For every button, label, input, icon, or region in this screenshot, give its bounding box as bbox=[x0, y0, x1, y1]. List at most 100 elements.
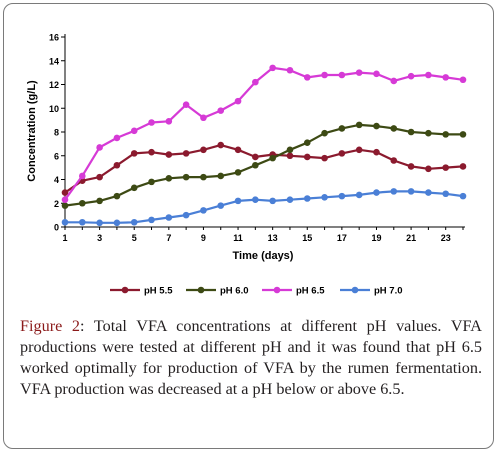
data-point bbox=[217, 202, 225, 209]
data-point bbox=[321, 129, 328, 137]
data-point bbox=[407, 128, 415, 136]
caption-label: Figure 2 bbox=[20, 317, 81, 335]
data-point bbox=[355, 146, 363, 154]
data-point bbox=[182, 173, 190, 181]
y-tick-label: 12 bbox=[49, 80, 59, 90]
data-point bbox=[130, 150, 138, 157]
series-line bbox=[64, 144, 464, 194]
legend-swatch-marker bbox=[121, 286, 129, 294]
data-point bbox=[234, 97, 242, 105]
data-point bbox=[61, 196, 69, 203]
data-point bbox=[130, 218, 138, 226]
data-point bbox=[390, 157, 398, 164]
data-point bbox=[130, 127, 138, 135]
data-point bbox=[442, 190, 449, 198]
data-point bbox=[200, 146, 207, 154]
y-tick-label: 4 bbox=[54, 175, 59, 185]
x-tick-label: 17 bbox=[337, 233, 347, 243]
data-point bbox=[200, 173, 207, 181]
data-point bbox=[407, 163, 415, 170]
data-point bbox=[338, 71, 346, 79]
x-tick-label: 1 bbox=[62, 233, 67, 243]
data-point bbox=[355, 69, 363, 76]
data-point bbox=[96, 219, 103, 227]
caption-text: : Total VFA concentrations at different … bbox=[20, 317, 483, 398]
x-tick-label: 13 bbox=[268, 233, 278, 243]
data-point bbox=[96, 173, 103, 181]
data-point bbox=[425, 71, 432, 79]
data-point bbox=[165, 175, 173, 182]
data-point bbox=[252, 78, 259, 86]
data-point bbox=[269, 154, 276, 162]
x-tick-label: 23 bbox=[441, 233, 451, 243]
data-point bbox=[200, 207, 207, 214]
data-point bbox=[459, 76, 467, 84]
y-tick-label: 8 bbox=[54, 128, 59, 138]
data-point bbox=[390, 125, 398, 132]
series-line bbox=[64, 66, 464, 201]
data-point bbox=[355, 121, 363, 129]
data-point bbox=[321, 71, 328, 79]
data-point bbox=[79, 218, 86, 226]
legend-label: pH 7.0 bbox=[374, 286, 403, 297]
data-point bbox=[373, 70, 380, 78]
y-tick-label: 0 bbox=[54, 223, 59, 233]
data-point bbox=[303, 195, 311, 202]
figure-caption: Figure 2: Total VFA concentrations at di… bbox=[20, 316, 482, 400]
data-point bbox=[373, 148, 380, 156]
data-point bbox=[338, 192, 346, 200]
data-point bbox=[407, 188, 415, 195]
data-point bbox=[113, 219, 121, 227]
x-tick-label: 19 bbox=[371, 233, 381, 243]
data-point bbox=[130, 184, 138, 192]
y-tick-label: 10 bbox=[49, 104, 59, 114]
data-point bbox=[217, 141, 225, 149]
data-point bbox=[459, 163, 467, 170]
chart-series bbox=[61, 64, 467, 227]
data-point bbox=[234, 146, 242, 154]
y-tick-label: 14 bbox=[49, 56, 59, 66]
x-tick-label: 7 bbox=[166, 233, 171, 243]
data-point bbox=[61, 218, 69, 226]
legend-swatch-marker bbox=[351, 286, 359, 294]
data-point bbox=[252, 196, 259, 203]
x-tick-label: 5 bbox=[132, 233, 137, 243]
data-point bbox=[113, 161, 121, 169]
data-point bbox=[182, 150, 190, 157]
data-point bbox=[79, 172, 86, 180]
data-point bbox=[252, 153, 259, 161]
data-point bbox=[286, 152, 294, 160]
data-point bbox=[286, 66, 294, 74]
x-tick-label: 15 bbox=[302, 233, 312, 243]
data-point bbox=[96, 197, 103, 205]
data-point bbox=[165, 118, 173, 125]
data-point bbox=[234, 169, 242, 176]
data-point bbox=[373, 189, 380, 196]
data-point bbox=[182, 211, 190, 219]
data-point bbox=[338, 125, 346, 132]
data-point bbox=[425, 189, 432, 196]
data-point bbox=[425, 129, 432, 137]
data-point bbox=[217, 107, 225, 114]
x-tick-label: 21 bbox=[406, 233, 416, 243]
data-point bbox=[425, 165, 432, 173]
data-point bbox=[165, 151, 173, 158]
data-point bbox=[217, 172, 225, 180]
data-point bbox=[61, 202, 69, 209]
legend-label: pH 6.5 bbox=[296, 286, 325, 297]
legend-label: pH 6.0 bbox=[220, 286, 249, 297]
data-point bbox=[148, 148, 155, 156]
data-point bbox=[390, 77, 398, 85]
data-point bbox=[303, 139, 311, 146]
data-point bbox=[200, 114, 207, 122]
data-point bbox=[338, 150, 346, 157]
y-axis-label: Concentration (g/L) bbox=[26, 80, 38, 182]
data-point bbox=[442, 164, 449, 171]
data-point bbox=[373, 122, 380, 130]
data-point bbox=[148, 119, 155, 126]
data-point bbox=[113, 192, 121, 200]
data-point bbox=[355, 191, 363, 199]
data-point bbox=[321, 194, 328, 201]
data-point bbox=[269, 64, 276, 72]
